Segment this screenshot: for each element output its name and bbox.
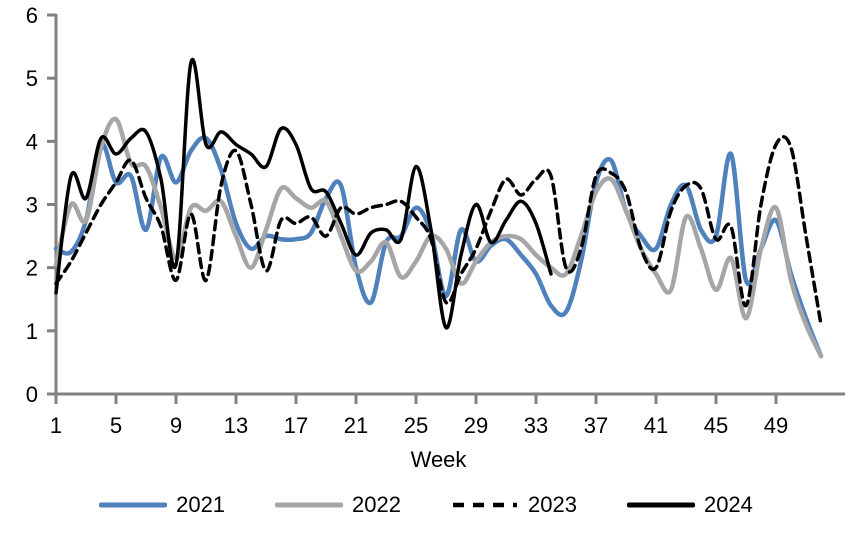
series-line-2023 <box>54 135 823 327</box>
x-tick-label: 1 <box>50 413 62 438</box>
legend-item-2023: 2023 <box>451 492 577 518</box>
legend-line-sample-2023 <box>453 502 517 508</box>
y-tick-label: 0 <box>26 382 38 407</box>
x-axis-title: Week <box>410 447 467 472</box>
y-tick-label: 5 <box>26 66 38 91</box>
legend-line-sample-2022 <box>275 502 344 508</box>
legend-line-sample-2024 <box>626 502 695 508</box>
legend-item-2021: 2021 <box>99 492 225 518</box>
y-tick-label: 4 <box>26 129 38 154</box>
x-tick-label: 29 <box>464 413 488 438</box>
legend: 2021 2022 2023 2024 <box>0 492 852 518</box>
legend-item-2022: 2022 <box>275 492 401 518</box>
x-tick-label: 41 <box>644 413 668 438</box>
x-tick-label: 49 <box>764 413 788 438</box>
x-tick-label: 9 <box>170 413 182 438</box>
y-tick-label: 1 <box>26 319 38 344</box>
legend-label-2022: 2022 <box>352 492 401 517</box>
x-tick-label: 5 <box>110 413 122 438</box>
y-tick-label: 6 <box>26 3 38 28</box>
legend-item-2024: 2024 <box>626 492 753 518</box>
x-tick-label: 25 <box>404 413 428 438</box>
series-line-2024 <box>54 57 553 330</box>
x-tick-label: 21 <box>344 413 368 438</box>
x-tick-label: 45 <box>704 413 728 438</box>
legend-line-sample-2021 <box>99 502 168 508</box>
x-tick-label: 13 <box>224 413 248 438</box>
legend-label-2023: 2023 <box>528 492 577 517</box>
y-tick-label: 3 <box>26 193 38 218</box>
x-tick-label: 37 <box>584 413 608 438</box>
x-tick-label: 33 <box>524 413 548 438</box>
legend-label-2021: 2021 <box>176 492 226 517</box>
y-tick-label: 2 <box>26 256 38 281</box>
x-tick-label: 17 <box>284 413 308 438</box>
legend-label-2024: 2024 <box>703 492 753 517</box>
